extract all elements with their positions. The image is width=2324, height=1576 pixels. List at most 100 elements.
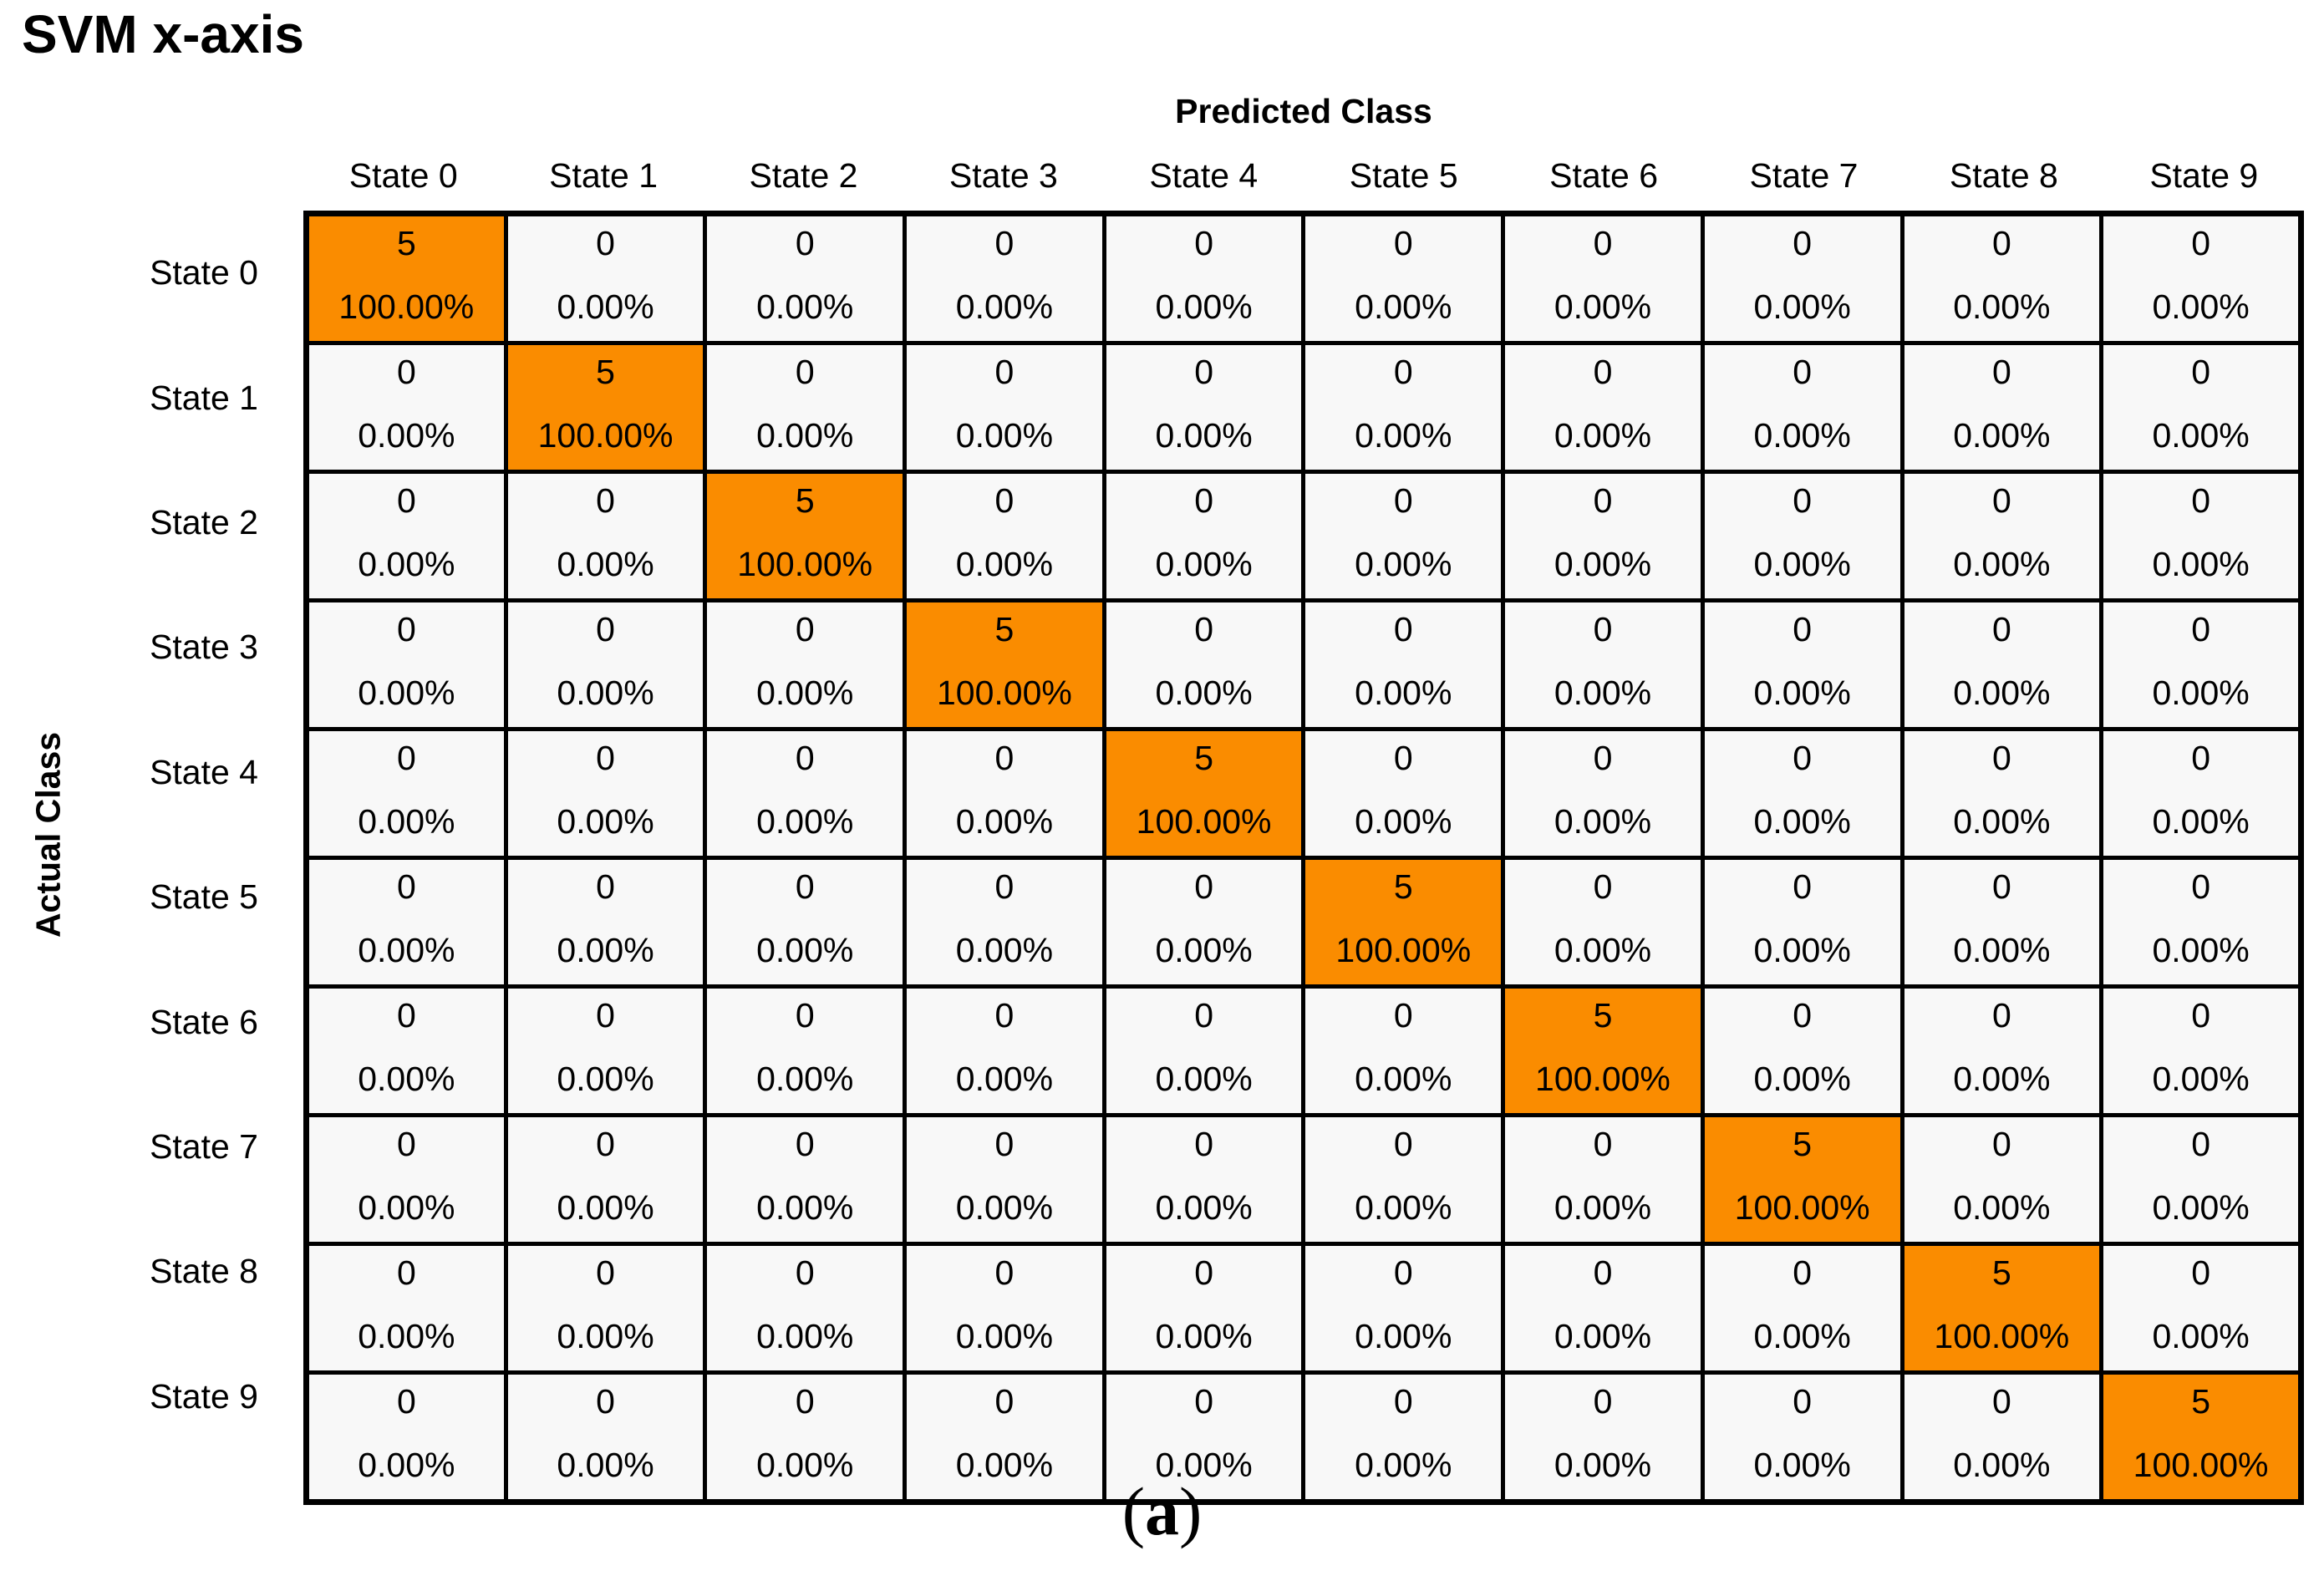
cell-count: 0	[1991, 224, 2011, 262]
matrix-cell-content: 0 0.00%	[1106, 860, 1302, 984]
matrix-cell-content: 0 0.00%	[1705, 1246, 1900, 1370]
matrix-cell-2-8: 0 0.00%	[1899, 470, 2104, 602]
matrix-cell-7-1: 0 0.00%	[503, 1113, 708, 1246]
matrix-cell-0-8: 0 0.00%	[1899, 211, 2104, 345]
matrix-cell-content: 0 0.00%	[1106, 602, 1302, 727]
matrix-cell-0-9: 0 0.00%	[2099, 211, 2303, 345]
cell-count: 0	[2191, 867, 2210, 906]
matrix-cell-4-9: 0 0.00%	[2099, 727, 2303, 860]
cell-percent: 0.00%	[955, 930, 1054, 969]
cell-percent: 0.00%	[1953, 287, 2051, 326]
matrix-cell-content: 0 0.00%	[1106, 1375, 1302, 1499]
row-header-0: State 0	[150, 253, 258, 292]
matrix-cell-content: 0 0.00%	[309, 474, 504, 598]
cell-percent: 0.00%	[1953, 544, 2051, 583]
cell-count: 0	[994, 1382, 1015, 1421]
matrix-cell-content: 0 0.00%	[2103, 731, 2298, 856]
cell-percent: 0.00%	[557, 1445, 654, 1484]
matrix-cell-9-2: 0 0.00%	[703, 1370, 908, 1504]
cell-percent: 0.00%	[358, 673, 455, 712]
row-header-2: State 2	[150, 502, 258, 541]
cell-count: 0	[1194, 1382, 1213, 1421]
cell-percent: 0.00%	[756, 1316, 854, 1355]
cell-percent: 100.00%	[936, 673, 1072, 712]
matrix-cell-content: 0 0.00%	[1305, 602, 1501, 727]
matrix-cell-content: 0 0.00%	[907, 216, 1102, 341]
cell-percent: 0.00%	[1355, 287, 1452, 326]
col-header-1: State 1	[549, 155, 659, 195]
cell-percent: 0.00%	[358, 415, 455, 455]
matrix-cell-9-4: 0 0.00%	[1101, 1370, 1306, 1504]
matrix-cell-content: 0 0.00%	[508, 731, 704, 856]
cell-count: 0	[1194, 1125, 1213, 1163]
matrix-cell-2-4: 0 0.00%	[1101, 470, 1306, 602]
cell-count: 0	[1194, 867, 1213, 906]
matrix-cell-content: 0 0.00%	[1505, 1246, 1701, 1370]
cell-count: 0	[2191, 996, 2210, 1035]
matrix-cell-content: 0 0.00%	[707, 1375, 903, 1499]
matrix-cell-content: 0 0.00%	[707, 860, 903, 984]
matrix-cell-content: 0 0.00%	[309, 860, 504, 984]
matrix-cell-3-4: 0 0.00%	[1101, 598, 1306, 731]
cell-count: 0	[795, 1253, 815, 1292]
cell-count: 0	[1393, 996, 1413, 1035]
matrix-cell-content: 0 0.00%	[1505, 474, 1701, 598]
cell-percent: 0.00%	[955, 1316, 1054, 1355]
cell-count: 0	[2191, 224, 2210, 262]
matrix-cell-content: 0 0.00%	[2103, 1117, 2298, 1242]
matrix-cell-content: 5 100.00%	[1904, 1246, 2100, 1370]
cell-percent: 0.00%	[1155, 1187, 1253, 1227]
cell-percent: 0.00%	[756, 1059, 854, 1098]
matrix-cell-content: 0 0.00%	[907, 989, 1102, 1113]
cell-percent: 0.00%	[1355, 673, 1452, 712]
matrix-cell-4-3: 0 0.00%	[903, 727, 1106, 860]
matrix-cell-4-8: 0 0.00%	[1899, 727, 2104, 860]
matrix-cell-0-4: 0 0.00%	[1101, 211, 1306, 345]
matrix-cell-1-8: 0 0.00%	[1899, 341, 2104, 474]
cell-count: 0	[1793, 610, 1813, 648]
matrix-cell-content: 0 0.00%	[907, 1375, 1102, 1499]
matrix-cell-content: 0 0.00%	[1505, 216, 1701, 341]
matrix-cell-3-0: 0 0.00%	[304, 598, 508, 731]
matrix-cell-content: 0 0.00%	[508, 602, 704, 727]
row-header-7: State 7	[150, 1126, 258, 1166]
cell-percent: 0.00%	[557, 673, 654, 712]
cell-percent: 0.00%	[2152, 801, 2250, 841]
matrix-cell-8-4: 0 0.00%	[1101, 1242, 1306, 1375]
matrix-cell-content: 0 0.00%	[1904, 216, 2100, 341]
cell-count: 0	[596, 739, 615, 777]
cell-count: 0	[994, 353, 1015, 391]
matrix-cell-5-8: 0 0.00%	[1899, 856, 2104, 989]
cell-percent: 0.00%	[1155, 287, 1253, 326]
matrix-cell-4-0: 0 0.00%	[304, 727, 508, 860]
cell-count: 0	[1393, 1382, 1413, 1421]
matrix-cell-content: 0 0.00%	[2103, 602, 2298, 727]
cell-percent: 0.00%	[1355, 1445, 1452, 1484]
cell-count: 0	[1194, 481, 1213, 520]
matrix-row-6: 0 0.00% 0 0.00% 0 0.00% 0 0.00% 0 0.00% 0 0.00% 5 100…	[304, 984, 2303, 1117]
matrix-cell-5-6: 0 0.00%	[1501, 856, 1705, 989]
cell-count: 0	[1393, 353, 1413, 391]
cell-count: 0	[1793, 739, 1813, 777]
cell-count: 0	[1393, 1253, 1413, 1292]
cell-percent: 0.00%	[557, 1187, 654, 1227]
cell-percent: 0.00%	[1155, 415, 1253, 455]
cell-percent: 0.00%	[1355, 1187, 1452, 1227]
matrix-cell-6-2: 0 0.00%	[703, 984, 908, 1117]
matrix-cell-6-7: 0 0.00%	[1700, 984, 1904, 1117]
col-header-5: State 5	[1349, 155, 1458, 195]
matrix-cell-6-9: 0 0.00%	[2099, 984, 2303, 1117]
matrix-cell-5-7: 0 0.00%	[1700, 856, 1904, 989]
cell-percent: 0.00%	[1554, 673, 1652, 712]
cell-percent: 0.00%	[1554, 1445, 1652, 1484]
cell-percent: 0.00%	[557, 930, 654, 969]
cell-percent: 0.00%	[358, 544, 455, 583]
matrix-cell-6-3: 0 0.00%	[903, 984, 1106, 1117]
matrix-cell-content: 0 0.00%	[508, 1246, 704, 1370]
col-header-9: State 9	[2149, 155, 2259, 195]
matrix-cell-0-3: 0 0.00%	[903, 211, 1106, 345]
matrix-cell-content: 0 0.00%	[1106, 474, 1302, 598]
matrix-cell-8-7: 0 0.00%	[1700, 1242, 1904, 1375]
cell-count: 0	[1793, 481, 1813, 520]
matrix-cell-content: 0 0.00%	[1305, 989, 1501, 1113]
